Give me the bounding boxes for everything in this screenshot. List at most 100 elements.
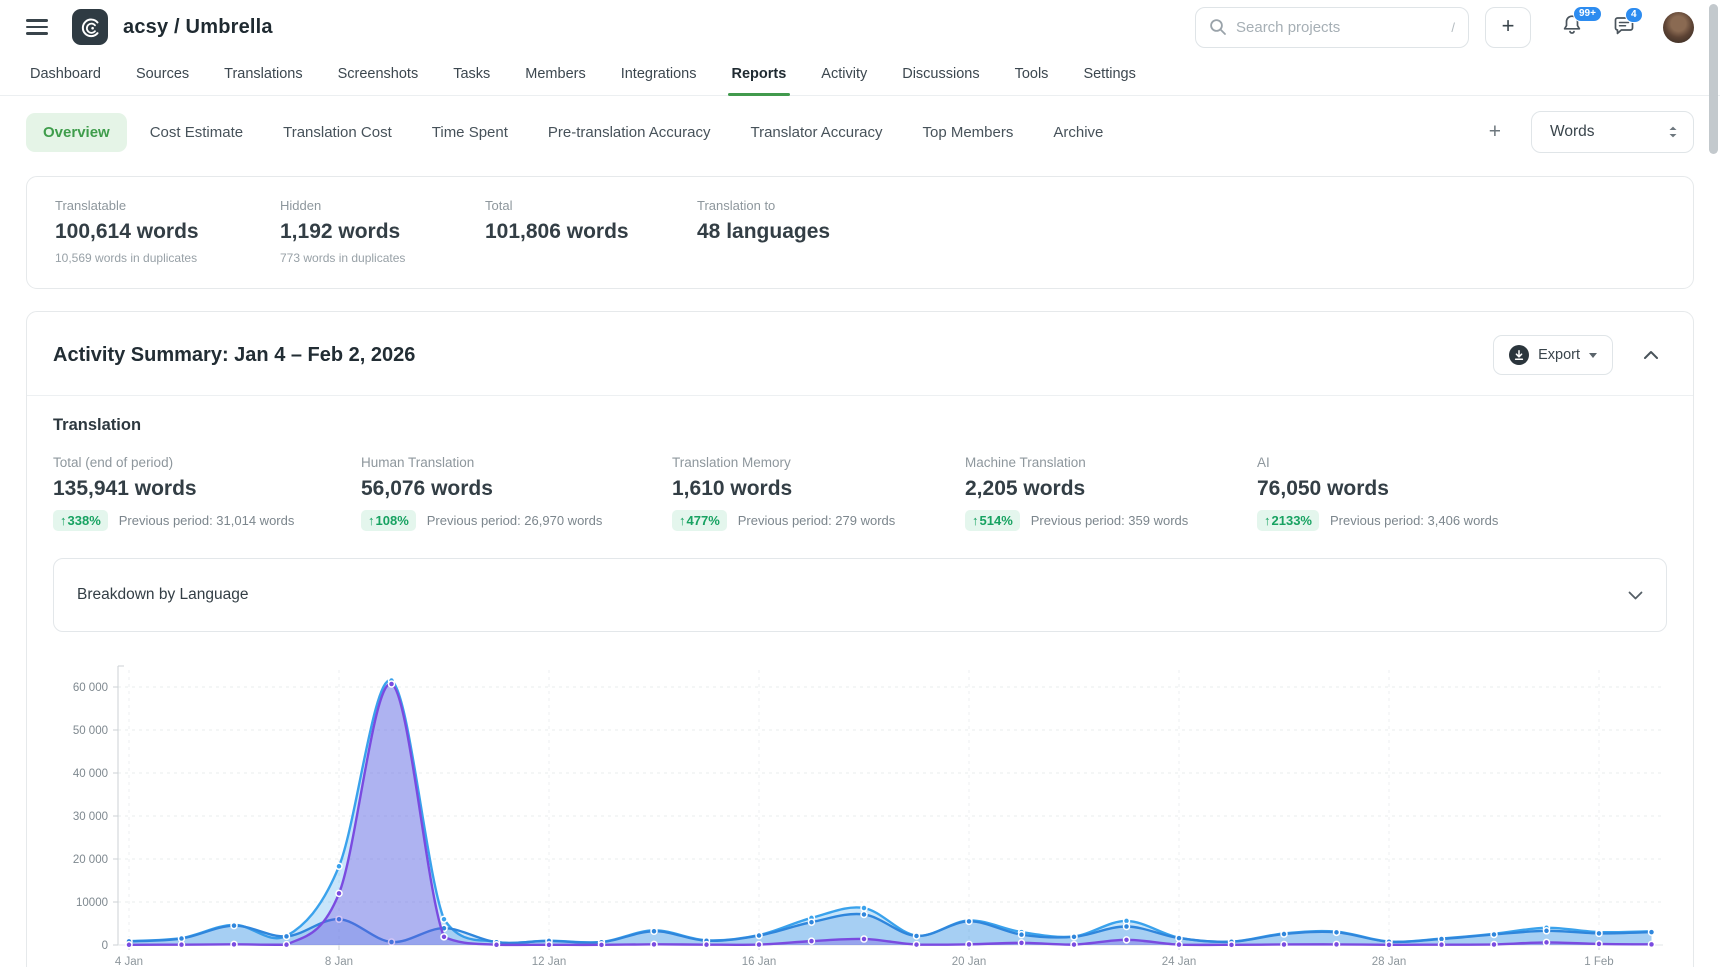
nav-tab-discussions[interactable]: Discussions	[902, 66, 980, 82]
nav-tab-members[interactable]: Members	[525, 66, 586, 82]
metric-label: AI	[1257, 455, 1270, 470]
download-icon	[1509, 345, 1530, 365]
report-tab-cost-estimate[interactable]: Cost Estimate	[149, 123, 244, 141]
nav-tab-activity[interactable]: Activity	[821, 66, 868, 82]
scrollbar-thumb[interactable]	[1709, 4, 1718, 154]
metric-value: 76,050 words	[1257, 477, 1389, 500]
metric-column: AI 76,050 words ↑ 2133% Previous period: 3,4…	[1257, 455, 1498, 531]
nav-tab-tools[interactable]: Tools	[1014, 66, 1049, 82]
stat-value: 100,614 words	[55, 220, 199, 243]
metric-value: 135,941 words	[53, 477, 197, 500]
divider	[27, 395, 1693, 396]
report-tab-archive[interactable]: Archive	[1053, 123, 1104, 141]
stat-note: 10,569 words in duplicates	[55, 251, 198, 265]
caret-down-icon	[1589, 352, 1597, 358]
report-tab-translation-cost[interactable]: Translation Cost	[283, 123, 392, 141]
stat-column: Total 101,806 words	[485, 198, 697, 265]
metric-delta-row: ↑ 338% Previous period: 31,014 words	[53, 510, 361, 531]
add-report-button[interactable]: +	[1488, 120, 1501, 143]
metric-label: Human Translation	[361, 455, 475, 470]
report-tab-top-members[interactable]: Top Members	[922, 123, 1014, 141]
nav-tab-settings[interactable]: Settings	[1083, 66, 1136, 82]
stat-column: Translation to 48 languages	[697, 198, 830, 265]
collapse-section-button[interactable]	[1643, 350, 1659, 360]
search-box[interactable]: /	[1195, 6, 1469, 48]
project-nav: Dashboard Sources Translations Screenshots T…	[0, 56, 1720, 96]
delta-value: 338%	[67, 513, 101, 528]
activity-summary-card: Activity Summary: Jan 4 – Feb 2, 2026 Ex…	[26, 311, 1694, 967]
delta-value: 2133%	[1271, 513, 1312, 528]
report-tab-translator-accuracy[interactable]: Translator Accuracy	[750, 123, 883, 141]
svg-text:4 Jan: 4 Jan	[115, 956, 143, 967]
svg-text:30 000: 30 000	[73, 811, 108, 823]
svg-text:0: 0	[102, 940, 108, 952]
metric-value: 1,610 words	[672, 477, 793, 500]
nav-tab-screenshots[interactable]: Screenshots	[337, 66, 419, 82]
select-arrows-icon	[1669, 126, 1677, 138]
crowdin-logo[interactable]	[72, 9, 108, 45]
unit-select[interactable]: Words	[1531, 111, 1694, 153]
stat-column: Hidden 1,192 words 773 words in duplicates	[280, 198, 485, 265]
export-button[interactable]: Export	[1493, 335, 1613, 375]
arrow-up-icon: ↑	[679, 513, 686, 528]
svg-text:20 Jan: 20 Jan	[952, 956, 987, 967]
nav-tab-translations[interactable]: Translations	[224, 66, 303, 82]
stat-label: Total	[485, 198, 513, 213]
nav-tab-integrations[interactable]: Integrations	[620, 66, 697, 82]
activity-summary-title: Activity Summary: Jan 4 – Feb 2, 2026	[53, 343, 416, 366]
search-icon	[1210, 19, 1226, 35]
messages-badge: 4	[1625, 6, 1643, 23]
report-tab-time-spent[interactable]: Time Spent	[431, 123, 508, 141]
hamburger-menu-icon[interactable]	[26, 19, 48, 35]
page-scrollbar[interactable]	[1709, 4, 1718, 962]
metric-delta-row: ↑ 108% Previous period: 26,970 words	[361, 510, 672, 531]
report-tab-pre-translation-accuracy[interactable]: Pre-translation Accuracy	[547, 123, 711, 141]
breakdown-by-language-toggle[interactable]: Breakdown by Language	[53, 558, 1667, 632]
create-project-button[interactable]: +	[1485, 6, 1531, 48]
nav-tab-tasks[interactable]: Tasks	[453, 66, 491, 82]
svg-text:16 Jan: 16 Jan	[742, 956, 777, 967]
stat-label: Translation to	[697, 198, 776, 213]
search-shortcut-hint: /	[1451, 19, 1455, 35]
nav-tab-dashboard[interactable]: Dashboard	[30, 66, 101, 82]
delta-badge: ↑ 477%	[672, 510, 727, 531]
notifications-badge: 99+	[1573, 6, 1602, 22]
user-avatar[interactable]	[1663, 11, 1694, 43]
project-words-summary: Translatable 100,614 words 10,569 words in…	[26, 176, 1694, 289]
stat-value: 1,192 words	[280, 220, 401, 243]
stat-label: Translatable	[55, 198, 127, 213]
metric-label: Machine Translation	[965, 455, 1086, 470]
stat-value: 48 languages	[697, 220, 831, 243]
svg-text:10000: 10000	[76, 897, 108, 909]
delta-badge: ↑ 2133%	[1257, 510, 1319, 531]
messages-button[interactable]: 4	[1613, 6, 1643, 41]
arrow-up-icon: ↑	[60, 513, 67, 528]
nav-tab-sources[interactable]: Sources	[135, 66, 190, 82]
delta-value: 108%	[375, 513, 409, 528]
metric-column: Total (end of period) 135,941 words ↑ 338% P…	[53, 455, 361, 531]
activity-chart: 0 10000 20 000 30 000 40 000 50 000 60 000 4 Ja…	[53, 658, 1667, 967]
logo-glyph	[81, 18, 99, 38]
metric-label: Translation Memory	[672, 455, 791, 470]
chevron-up-icon	[1644, 351, 1658, 359]
search-input[interactable]	[1236, 18, 1452, 36]
arrow-up-icon: ↑	[1264, 513, 1271, 528]
svg-text:20 000: 20 000	[73, 854, 108, 866]
previous-period-text: Previous period: 26,970 words	[426, 513, 603, 528]
nav-tab-reports[interactable]: Reports	[727, 56, 791, 96]
metric-column: Machine Translation 2,205 words ↑ 514% Previ…	[965, 455, 1257, 531]
stat-value: 101,806 words	[485, 220, 629, 243]
unit-select-value: Words	[1550, 123, 1595, 140]
metric-column: Human Translation 56,076 words ↑ 108% Previo…	[361, 455, 672, 531]
notifications-button[interactable]: 99+	[1561, 6, 1602, 41]
delta-value: 514%	[979, 513, 1013, 528]
metric-delta-row: ↑ 514% Previous period: 359 words	[965, 510, 1257, 531]
report-tab-overview[interactable]: Overview	[26, 112, 127, 152]
stat-note: 773 words in duplicates	[280, 251, 406, 265]
svg-text:8 Jan: 8 Jan	[325, 956, 353, 967]
translation-section-title: Translation	[53, 416, 142, 434]
breakdown-label: Breakdown by Language	[77, 586, 249, 603]
stat-column: Translatable 100,614 words 10,569 words in…	[55, 198, 280, 265]
translation-metrics: Total (end of period) 135,941 words ↑ 338% P…	[53, 455, 1667, 531]
previous-period-text: Previous period: 359 words	[1030, 513, 1189, 528]
